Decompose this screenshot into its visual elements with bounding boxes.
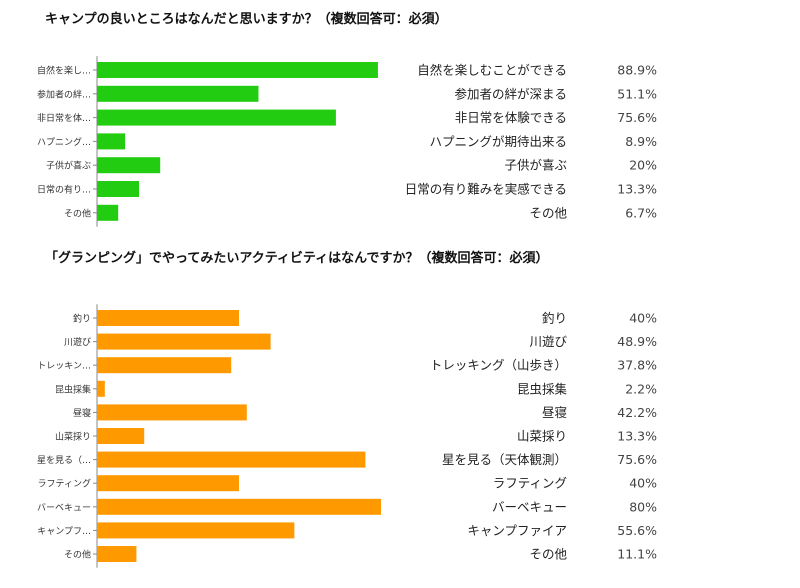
chart2-category-label: ラフティング <box>38 478 91 490</box>
chart1-bar <box>97 133 126 150</box>
chart2-legend-label: 昼寝 <box>542 405 567 420</box>
chart2-bar <box>97 498 381 515</box>
chart2-value-label: 13.3% <box>617 429 657 444</box>
chart2-category-label: トレッキン… <box>37 362 91 372</box>
chart1-legend-label: 非日常を体験できる <box>455 110 567 125</box>
chart1-category-label: 参加者の絆… <box>37 88 91 100</box>
chart1-value-label: 13.3% <box>617 182 657 197</box>
chart1-category-label: 非日常を体… <box>37 112 91 124</box>
chart1-legend-label: 子供が喜ぶ <box>504 158 567 173</box>
chart2-value-label: 48.9% <box>617 334 657 349</box>
chart1-legend-label: ハプニングが期待出来る <box>429 134 567 149</box>
chart1-value-label: 75.6% <box>617 110 657 125</box>
chart1-bar <box>97 85 259 102</box>
chart1-bar <box>97 204 119 221</box>
chart2-legend-label: キャンプファイア <box>467 523 567 538</box>
chart2-value-label: 40% <box>629 476 657 491</box>
chart2-category-label: 星を見る（… <box>37 455 91 466</box>
chart2-category-label: キャンプフ… <box>37 526 91 537</box>
chart2-bar <box>97 428 145 444</box>
chart1-value-label: 8.9% <box>625 134 657 149</box>
chart2-value-label: 11.1% <box>617 547 657 562</box>
chart2-value-label: 2.2% <box>625 381 657 396</box>
chart1-bar <box>97 181 140 197</box>
chart2-legend-label: 釣り <box>542 311 567 326</box>
chart2-value-label: 42.2% <box>617 405 657 420</box>
chart2-category-label: バーベキュー <box>37 502 91 513</box>
chart1-legend-label: 参加者の絆が深まる <box>454 86 567 101</box>
chart1-title: キャンプの良いところはなんだと思いますか？（複数回答可：必須） <box>45 12 448 27</box>
chart1-category-label: ハプニング… <box>37 136 91 148</box>
chart1-legend-label: 日常の有り難みを実感できる <box>405 182 567 197</box>
chart2-bar <box>97 475 239 492</box>
chart1-category-label: 日常の有り… <box>37 184 91 196</box>
chart2-bar <box>97 333 271 350</box>
chart1-category-label: 自然を楽し… <box>37 65 91 77</box>
chart2-category-label: 川遊び <box>64 336 91 348</box>
chart2-value-label: 80% <box>629 499 657 514</box>
chart1-bar <box>97 157 161 174</box>
chart2-title: 「グランピング」でやってみたいアクティビティはなんですか？（複数回答可：必須） <box>45 251 549 266</box>
chart2-legend-label: 星を見る（天体観測） <box>442 452 567 467</box>
chart2-legend-label: ラフティング <box>493 476 567 491</box>
chart1-legend-label: 自然を楽しむことができる <box>417 63 567 78</box>
chart2-bar <box>97 380 105 397</box>
chart2-value-label: 55.6% <box>617 523 657 538</box>
chart2-value-label: 75.6% <box>617 452 657 467</box>
chart2-value-label: 37.8% <box>617 358 657 373</box>
chart1-value-label: 51.1% <box>617 86 657 101</box>
chart2-legend-label: 昆虫採集 <box>517 381 568 396</box>
chart1-bar <box>97 109 336 126</box>
chart2-category-label: 昼寝 <box>73 407 91 419</box>
chart2-bar <box>97 404 247 421</box>
chart2-category-label: 昆虫採集 <box>55 383 91 395</box>
chart2-category-label: 山菜採り <box>55 431 91 443</box>
chart2-bar <box>97 451 366 468</box>
chart1-value-label: 6.7% <box>625 205 657 220</box>
chart1-value-label: 88.9% <box>617 63 657 78</box>
chart2-value-label: 40% <box>629 311 657 326</box>
chart2-bar <box>97 310 239 326</box>
chart2-category-label: 釣り <box>73 313 91 325</box>
chart2-bar <box>97 357 232 374</box>
chart1-bar <box>97 62 378 78</box>
chart2-legend-label: トレッキング（山歩き） <box>430 358 567 373</box>
chart2-legend-label: バーベキュー <box>492 499 567 514</box>
chart2-legend-label: 川遊び <box>529 334 567 349</box>
chart2-legend-label: その他 <box>529 547 567 562</box>
chart2-bar <box>97 522 295 539</box>
chart1-category-label: 子供が喜ぶ <box>46 160 91 172</box>
chart2-legend-label: 山菜採り <box>517 429 567 444</box>
chart2-category-label: その他 <box>64 549 91 561</box>
chart1-legend-label: その他 <box>529 205 567 220</box>
chart1-category-label: その他 <box>64 207 91 219</box>
chart1-value-label: 20% <box>629 158 657 173</box>
chart2-bar <box>97 546 137 562</box>
